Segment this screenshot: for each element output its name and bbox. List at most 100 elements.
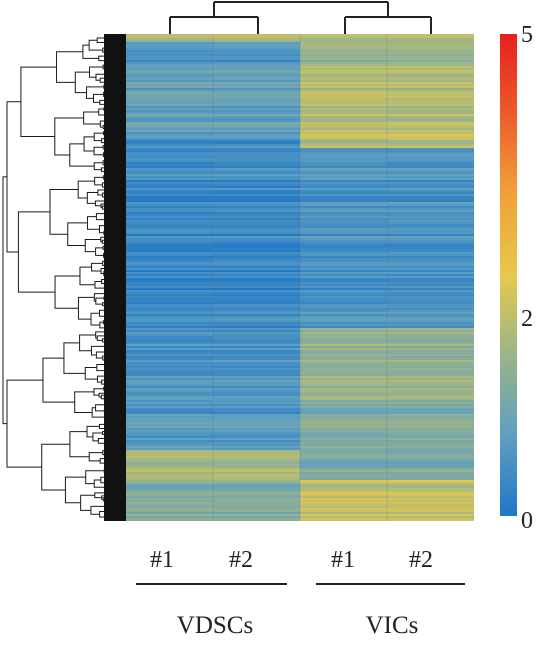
heatmap-cell (126, 258, 214, 261)
heatmap-cell (126, 454, 214, 457)
heatmap-cell (300, 270, 388, 273)
heatmap-cell (387, 456, 474, 459)
color-scale-tick-min: 0 (521, 508, 533, 534)
heatmap-cell (126, 326, 214, 329)
heatmap-cell (300, 390, 388, 393)
heatmap-cell (300, 242, 388, 245)
heatmap-cell (213, 422, 301, 425)
column-label-vics-1: #1 (331, 547, 355, 573)
heatmap-cell (300, 428, 388, 431)
heatmap-cell (387, 474, 474, 477)
heatmap-cell (300, 104, 388, 107)
heatmap-cell (300, 34, 388, 37)
heatmap-cell (213, 174, 301, 177)
heatmap-cell (213, 108, 301, 111)
heatmap-cell (126, 396, 214, 399)
heatmap-cell (387, 46, 474, 49)
heatmap-cell (300, 502, 388, 505)
heatmap-cell (126, 56, 214, 59)
heatmap-cell (213, 368, 301, 371)
heatmap-cell (213, 338, 301, 341)
heatmap-cell (387, 290, 474, 293)
heatmap-cell (213, 488, 301, 491)
heatmap-cell (387, 278, 474, 281)
heatmap-cell (300, 96, 388, 99)
heatmap-cell (126, 412, 214, 415)
heatmap-cell (213, 58, 301, 61)
heatmap-cell (126, 200, 214, 203)
heatmap-cell (300, 58, 388, 61)
heatmap-cell (213, 426, 301, 429)
heatmap-cell (387, 188, 474, 191)
heatmap-cell (300, 444, 388, 447)
heatmap-cell (126, 504, 214, 507)
heatmap-cell (126, 418, 214, 421)
heatmap-cell (300, 456, 388, 459)
heatmap-cell (126, 198, 214, 201)
heatmap-cell (126, 390, 214, 393)
heatmap-cell (300, 38, 388, 41)
heatmap-cell (300, 162, 388, 165)
heatmap-cell (126, 270, 214, 273)
heatmap-cell (387, 206, 474, 209)
heatmap-cell (300, 132, 388, 135)
heatmap-cell (387, 178, 474, 181)
heatmap-cell (387, 34, 474, 37)
heatmap-cell (387, 356, 474, 359)
heatmap-cell (213, 240, 301, 243)
heatmap-cell (387, 58, 474, 61)
heatmap-cell (300, 400, 388, 403)
heatmap-cell (126, 122, 214, 125)
heatmap-cell (213, 36, 301, 39)
heatmap-cell (387, 428, 474, 431)
heatmap-cell (126, 84, 214, 87)
heatmap-cell (387, 142, 474, 145)
heatmap-cell (126, 342, 214, 345)
heatmap-cell (126, 346, 214, 349)
heatmap-cell (213, 128, 301, 131)
heatmap-cell (387, 296, 474, 299)
heatmap-cell (387, 318, 474, 321)
heatmap-cell (387, 448, 474, 451)
heatmap-cell (300, 296, 388, 299)
heatmap-cell (126, 132, 214, 135)
heatmap-cell (387, 420, 474, 423)
heatmap-cell (213, 284, 301, 287)
heatmap-cell (387, 466, 474, 469)
heatmap-cell (387, 460, 474, 463)
heatmap-cell (387, 68, 474, 71)
column-label-vdscs-2: #2 (229, 547, 253, 573)
heatmap-cell (300, 510, 388, 513)
heatmap-cell (126, 228, 214, 231)
heatmap-cell (387, 516, 474, 519)
heatmap-cell (300, 420, 388, 423)
heatmap-cell (300, 380, 388, 383)
heatmap-cell (300, 344, 388, 347)
heatmap-cell (126, 176, 214, 179)
heatmap-cell (300, 408, 388, 411)
heatmap-cell (213, 484, 301, 487)
heatmap-cell (126, 332, 214, 335)
heatmap-cell (300, 272, 388, 275)
heatmap-cell (126, 36, 214, 39)
heatmap-cell (387, 144, 474, 147)
heatmap-cell (213, 462, 301, 465)
heatmap-cell (387, 100, 474, 103)
heatmap-cell (300, 144, 388, 147)
heatmap-cell (387, 496, 474, 499)
heatmap-cell (126, 292, 214, 295)
heatmap-cell (126, 102, 214, 105)
heatmap-cell (126, 464, 214, 467)
heatmap-cell (213, 68, 301, 71)
heatmap-cell (300, 56, 388, 59)
heatmap-cell (300, 248, 388, 251)
heatmap-cell (300, 222, 388, 225)
heatmap-cell (387, 328, 474, 331)
heatmap-cell (213, 182, 301, 185)
heatmap-cell (213, 490, 301, 493)
heatmap-cell (213, 248, 301, 251)
heatmap-cell (213, 328, 301, 331)
heatmap-cell (387, 130, 474, 133)
heatmap-cell (126, 420, 214, 423)
heatmap-cell (126, 110, 214, 113)
